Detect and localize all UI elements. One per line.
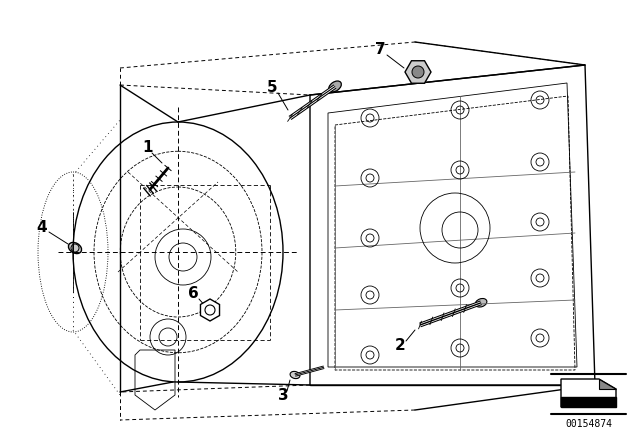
Polygon shape (561, 379, 616, 407)
Text: 00154874: 00154874 (566, 419, 612, 429)
Text: 1: 1 (143, 141, 153, 155)
Polygon shape (599, 379, 616, 389)
Text: 5: 5 (267, 81, 277, 95)
Ellipse shape (68, 242, 81, 254)
Text: 2: 2 (395, 337, 405, 353)
Circle shape (412, 66, 424, 78)
Ellipse shape (290, 371, 300, 379)
Text: 3: 3 (278, 388, 288, 402)
Text: 6: 6 (188, 287, 198, 302)
Polygon shape (200, 299, 220, 321)
Text: 4: 4 (36, 220, 47, 236)
Ellipse shape (329, 81, 341, 92)
Text: 7: 7 (374, 43, 385, 57)
Polygon shape (405, 61, 431, 83)
Polygon shape (561, 397, 616, 407)
Ellipse shape (476, 298, 487, 307)
